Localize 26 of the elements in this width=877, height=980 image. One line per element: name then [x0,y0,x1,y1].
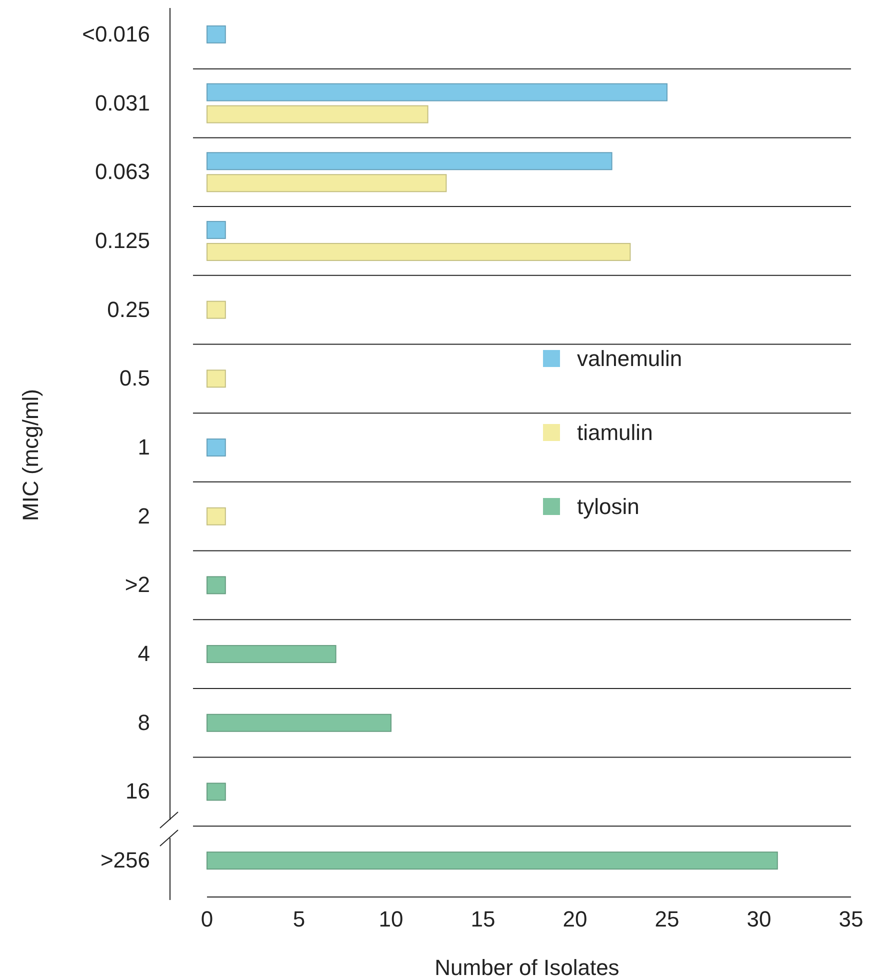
legend-label: tylosin [577,494,640,519]
x-tick-label: 35 [838,906,864,932]
y-tick-label: 2 [138,503,150,528]
y-tick-label: 0.063 [94,159,150,184]
x-tick-label: 15 [470,906,496,932]
y-tick-label: 0.031 [94,90,150,116]
y-axis-title: MIC (mcg/ml) [18,389,43,521]
x-tick-label: 0 [200,906,214,932]
legend-label: tiamulin [577,420,653,445]
x-tick-label: 5 [292,906,306,932]
x-tick-label: 25 [654,906,680,932]
legend-label: valnemulin [577,346,682,371]
y-tick-label: >2 [124,572,150,598]
x-tick-label: 20 [562,906,588,932]
y-tick-label: 0.5 [119,366,150,391]
y-tick-label: 8 [138,710,150,735]
x-tick-label: 10 [378,906,404,932]
y-tick-label: 0.125 [94,228,150,253]
y-tick-label: >256 [100,848,150,873]
x-axis-title: Number of Isolates [434,955,620,980]
y-tick-label: 1 [138,434,150,460]
y-tick-label: 16 [126,778,150,804]
y-tick-label: 4 [138,641,150,666]
y-tick-label: <0.016 [82,21,150,46]
y-tick-label: 0.25 [107,296,150,322]
x-tick-label: 30 [746,906,772,932]
